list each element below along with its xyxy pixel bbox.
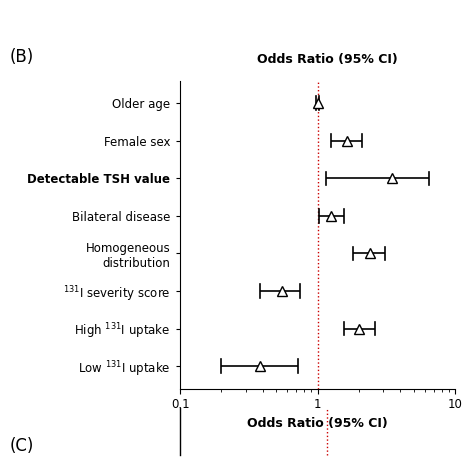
Text: Odds Ratio (95% CI): Odds Ratio (95% CI) [257, 54, 397, 66]
Text: (B): (B) [9, 48, 34, 66]
Text: (C): (C) [9, 437, 34, 455]
X-axis label: Odds Ratio (95% CI): Odds Ratio (95% CI) [247, 417, 388, 430]
